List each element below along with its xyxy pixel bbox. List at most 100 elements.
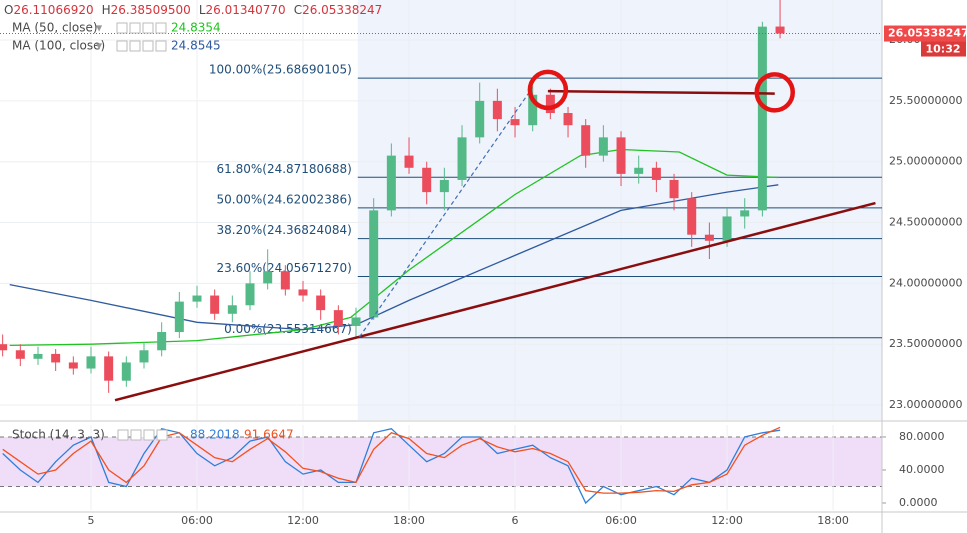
y-tick-label: 23.50000000 — [889, 337, 962, 350]
legend-icon[interactable] — [156, 429, 168, 441]
legend-value: 24.8545 — [171, 39, 221, 53]
candle-body — [263, 271, 273, 284]
candle-body — [245, 283, 255, 306]
legend-icon[interactable] — [129, 40, 141, 52]
stoch-legend: Stoch (14, 3, 3) — [12, 428, 105, 442]
candle-body — [757, 26, 767, 211]
candle-body — [457, 137, 467, 180]
x-tick-label: 06:00 — [181, 514, 213, 527]
candle-body — [598, 137, 608, 156]
x-tick-label: 5 — [87, 514, 94, 527]
x-tick-label: 12:00 — [711, 514, 743, 527]
stoch-k-line — [2, 427, 781, 505]
candle-body — [192, 295, 202, 302]
candle-body — [86, 356, 96, 369]
x-tick-label: 18:00 — [393, 514, 425, 527]
candle-body — [563, 113, 573, 126]
ohlc-value: 26.01340770 — [206, 3, 286, 17]
countdown: 10:32 — [925, 43, 960, 56]
candle-body — [333, 310, 343, 326]
y-tick-label: 23.00000000 — [889, 398, 962, 411]
candle-body — [669, 179, 679, 199]
ma-line — [9, 148, 779, 347]
stoch-tick-label: 0.0000 — [899, 496, 938, 509]
candle-body — [227, 305, 237, 314]
candle-body — [510, 119, 520, 126]
candle-body — [68, 362, 78, 369]
last-price-label: 26.05338247 — [888, 27, 967, 40]
last-price-box — [884, 25, 966, 42]
legend-icon[interactable] — [116, 40, 128, 52]
ohlc-key: O — [4, 3, 13, 17]
fib-label: 50.00%(24.62002386) — [217, 192, 352, 206]
candle-body — [33, 353, 43, 359]
highlight-circle — [527, 69, 569, 111]
candle-body — [528, 94, 538, 126]
candle-body — [740, 210, 750, 217]
ohlc-value: 26.05338247 — [302, 3, 382, 17]
x-tick-label: 06:00 — [605, 514, 637, 527]
candle-body — [651, 167, 661, 180]
candle-body — [616, 137, 626, 174]
y-tick-label: 24.00000000 — [889, 276, 962, 289]
candle-body — [280, 271, 290, 290]
fib-region — [357, 0, 882, 420]
candle-body — [545, 94, 555, 114]
candle-body — [210, 295, 220, 314]
ohlc-key: C — [294, 3, 302, 17]
candle-body — [722, 216, 732, 241]
legend-label: MA (50, close) — [12, 21, 98, 35]
legend-icon[interactable] — [142, 40, 154, 52]
candle-body — [51, 353, 61, 363]
y-tick-label: 25.00000000 — [889, 155, 962, 168]
x-tick-label: 12:00 — [287, 514, 319, 527]
highlight-circle — [754, 72, 796, 113]
trend-line — [547, 89, 775, 95]
legend-value: 24.8354 — [171, 21, 221, 35]
candle-body — [634, 167, 644, 174]
y-tick-label: 24.50000000 — [889, 216, 962, 229]
legend-icon[interactable] — [142, 22, 154, 34]
fib-label: 100.00%(25.68690105) — [209, 63, 352, 77]
candle-body — [775, 26, 785, 34]
countdown-box — [921, 41, 966, 57]
legend-dropdown: ▼ — [96, 42, 103, 51]
candle-body — [298, 289, 308, 296]
legend-icon[interactable] — [130, 429, 142, 441]
candle-body — [492, 100, 502, 120]
ohlc-key: H — [102, 3, 111, 17]
ohlc-header: O26.11066920 H26.38509500 L26.01340770 C26.… — [4, 3, 382, 17]
legend-icon[interactable] — [116, 22, 128, 34]
legend-label: MA (100, close) — [12, 39, 105, 53]
legend-icon[interactable] — [155, 22, 167, 34]
legend-icon[interactable] — [155, 40, 167, 52]
candle-body — [139, 350, 149, 363]
x-tick-label: 18:00 — [817, 514, 849, 527]
stoch-k-value: 88.2018 — [190, 428, 240, 442]
stoch-band — [0, 436, 882, 487]
x-tick-label: 6 — [512, 514, 519, 527]
candle-body — [316, 295, 326, 311]
candle-body — [157, 332, 167, 351]
fib-label: 38.20%(24.36824084) — [217, 223, 352, 237]
candle-body — [386, 155, 396, 211]
dashed-line — [359, 90, 531, 338]
candle-body — [687, 198, 697, 235]
candle-body — [174, 301, 184, 333]
legend-icon[interactable] — [117, 429, 129, 441]
fib-label: 0.00%(23.55314667) — [224, 322, 352, 336]
y-tick-label: 25.50000000 — [889, 94, 962, 107]
legend-icon[interactable] — [129, 22, 141, 34]
stoch-tick-label: 80.0000 — [899, 430, 945, 443]
candle-body — [475, 100, 485, 138]
candle-body — [15, 350, 25, 359]
candle-body — [104, 356, 114, 381]
candle-body — [404, 155, 414, 168]
ohlc-value: 26.11066920 — [13, 3, 93, 17]
stoch-d-line — [2, 426, 781, 494]
legend-icon[interactable] — [143, 429, 155, 441]
ohlc-key: L — [199, 3, 206, 17]
candle-body — [439, 179, 449, 193]
candle-body — [351, 317, 361, 326]
